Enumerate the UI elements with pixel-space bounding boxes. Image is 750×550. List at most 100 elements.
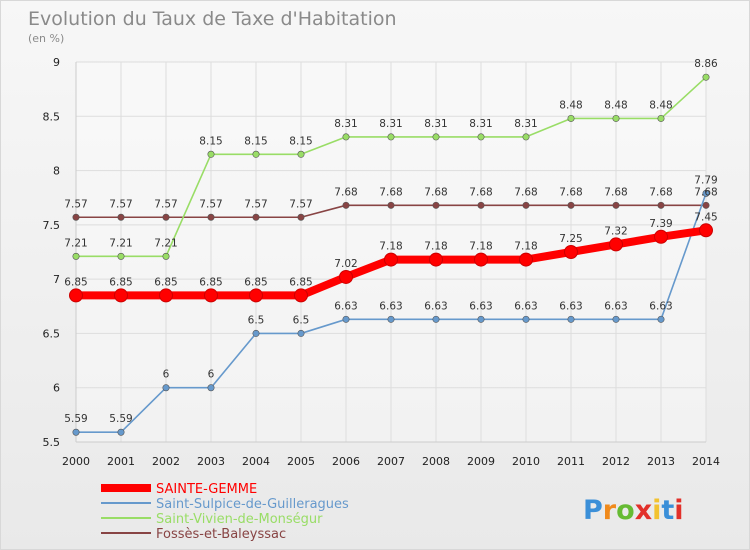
data-label: 6.63 (559, 300, 582, 312)
y-tick-label: 7 (53, 273, 60, 286)
data-point (609, 237, 623, 252)
data-point (612, 315, 620, 323)
data-label: 7.57 (154, 198, 177, 210)
data-point (117, 213, 125, 221)
data-label: 7.68 (514, 186, 537, 198)
data-point (702, 201, 710, 209)
data-point (294, 288, 308, 303)
data-point (297, 213, 305, 221)
brand-logo-letter: x (635, 495, 652, 526)
x-tick-label: 2002 (152, 455, 180, 468)
x-tick-label: 2000 (62, 455, 90, 468)
data-point (162, 252, 170, 260)
data-point (387, 133, 395, 141)
data-point (252, 213, 260, 221)
data-point (297, 150, 305, 158)
data-label: 5.59 (109, 413, 132, 425)
data-point (657, 201, 665, 209)
brand-logo-letter: P (583, 495, 603, 526)
data-label: 6 (163, 369, 170, 381)
data-label: 7.45 (694, 211, 717, 223)
data-label: 6.85 (289, 276, 312, 288)
data-point (72, 428, 80, 436)
data-point (612, 114, 620, 122)
data-point (342, 133, 350, 141)
x-tick-label: 2001 (107, 455, 135, 468)
x-tick-label: 2010 (512, 455, 540, 468)
data-point (339, 269, 353, 284)
data-point (162, 384, 170, 392)
data-point (252, 150, 260, 158)
data-point (567, 201, 575, 209)
data-label: 7.57 (244, 198, 267, 210)
data-label: 6.85 (109, 276, 132, 288)
data-point (114, 288, 128, 303)
chart-subtitle: (en %) (28, 32, 64, 45)
y-tick-label: 9 (53, 56, 60, 69)
data-label: 7.57 (289, 198, 312, 210)
data-labels: 7.57 7.57 7.57 7.57 7.57 7.57 7.68 7.68 7.68 7.68… (64, 58, 718, 425)
brand-logo-letter: i (674, 495, 683, 526)
data-label: 6.5 (293, 314, 310, 326)
data-label: 6.63 (424, 300, 447, 312)
data-point (159, 288, 173, 303)
brand-logo-letter: r (603, 495, 617, 526)
data-label: 7.21 (64, 237, 87, 249)
data-point (612, 201, 620, 209)
data-label: 7.18 (424, 241, 447, 253)
data-point (342, 315, 350, 323)
data-point (69, 288, 83, 303)
data-point (474, 252, 488, 267)
data-label: 7.21 (154, 237, 177, 249)
chart-title: Evolution du Taux de Taxe d'Habitation (28, 8, 397, 30)
data-point (297, 329, 305, 337)
data-point (699, 223, 713, 238)
data-label: 7.68 (424, 186, 447, 198)
y-tick-label: 7.5 (43, 219, 61, 232)
y-tick-label: 8 (53, 165, 60, 178)
data-point (522, 315, 530, 323)
data-label: 6.63 (469, 300, 492, 312)
data-point (522, 201, 530, 209)
data-label: 8.31 (334, 118, 357, 130)
data-label: 7.18 (514, 241, 537, 253)
data-label: 8.86 (694, 58, 718, 70)
data-point (564, 245, 578, 259)
data-point (252, 329, 260, 337)
brand-logo-text: Proxiti (583, 495, 684, 526)
data-point (519, 252, 533, 267)
data-label: 6.5 (248, 314, 265, 326)
data-point (654, 229, 668, 244)
data-point (657, 114, 665, 122)
data-point (387, 315, 395, 323)
data-label: 8.31 (379, 118, 402, 130)
data-label: 7.68 (604, 186, 627, 198)
data-label: 8.48 (559, 99, 582, 111)
data-point (207, 384, 215, 392)
y-tick-label: 5.5 (43, 436, 61, 449)
data-point (384, 252, 398, 267)
data-label: 7.02 (334, 258, 357, 270)
data-point (72, 252, 80, 260)
legend: SAINTE-GEMMESaint-Sulpice-de-Guillerague… (101, 482, 349, 542)
data-label: 7.25 (559, 233, 582, 245)
data-label: 7.68 (649, 186, 672, 198)
brand-logo-letter: i (652, 495, 661, 526)
data-label: 7.39 (649, 218, 672, 230)
data-label: 7.68 (334, 186, 357, 198)
data-label: 6.63 (649, 300, 672, 312)
axes: 5.5 6 6.5 7 7.5 8 8.5 9 2000 2001 2002 2003 2004 2005… (43, 56, 721, 468)
data-label: 6.63 (604, 300, 627, 312)
legend-label: Fossès-et-Baleyssac (156, 527, 286, 542)
data-point (477, 133, 485, 141)
data-point (432, 201, 440, 209)
data-label: 7.32 (604, 225, 627, 237)
data-label: 8.15 (199, 135, 222, 147)
data-label: 7.68 (694, 186, 717, 198)
data-label: 6 (208, 369, 215, 381)
brand-logo-letter: t (661, 495, 674, 526)
x-tick-label: 2011 (557, 455, 585, 468)
data-label: 7.68 (379, 186, 402, 198)
x-tick-label: 2006 (332, 455, 360, 468)
brand-logo: Proxiti (583, 495, 684, 526)
